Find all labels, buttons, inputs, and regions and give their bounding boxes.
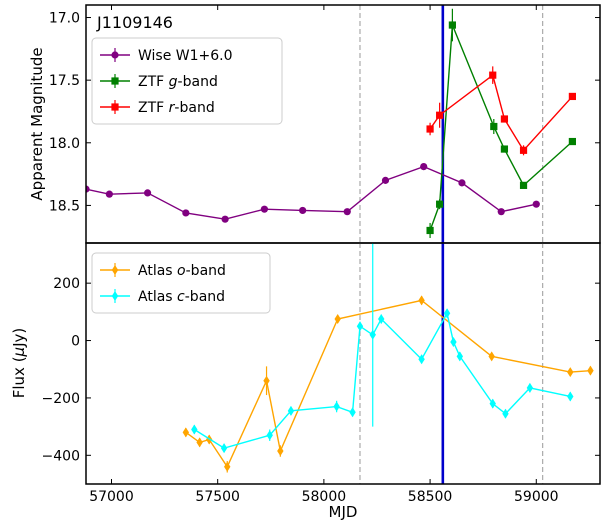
series-line-mag-0 <box>86 165 537 220</box>
legend-marker <box>111 77 119 85</box>
data-point <box>420 162 428 171</box>
data-point <box>500 145 509 153</box>
data-point <box>526 382 534 393</box>
flux-panel-frame <box>85 242 601 485</box>
data-point <box>488 351 495 362</box>
data-point <box>356 321 364 332</box>
legend-label: ZTF g-band <box>138 74 218 90</box>
data-point <box>500 115 509 123</box>
data-point <box>378 314 385 325</box>
y-tick-label: 0 <box>71 334 80 350</box>
legend-marker <box>111 51 119 59</box>
mjd-axis-label: MJD <box>329 503 358 521</box>
data-point <box>458 179 466 187</box>
data-point <box>224 461 231 472</box>
legend-marker <box>111 103 119 111</box>
data-point <box>287 405 295 416</box>
data-point <box>263 375 270 386</box>
data-point <box>86 185 90 193</box>
data-point <box>567 391 574 402</box>
data-point <box>105 190 113 198</box>
data-point <box>567 367 574 378</box>
data-point <box>497 208 505 216</box>
magnitude-legend: Wise W1+6.0 ZTF g-band ZTF r-band <box>91 37 283 125</box>
x-tick-label: 57000 <box>89 489 134 505</box>
data-point <box>220 443 228 454</box>
data-point <box>568 92 576 101</box>
legend-label: Atlas o-band <box>138 263 226 279</box>
legend-marker <box>111 265 119 275</box>
legend-label: Atlas c-band <box>138 289 225 305</box>
data-point <box>448 21 456 29</box>
x-tick-label: 59000 <box>514 489 559 505</box>
y-tick-label: 200 <box>53 276 80 292</box>
flux-legend: Atlas o-band Atlas c-band <box>91 252 271 314</box>
series-line-mag-2 <box>429 73 573 152</box>
data-point <box>266 430 273 441</box>
x-tick-label: 58000 <box>302 489 347 505</box>
y-tick-label: 17.0 <box>49 11 80 27</box>
data-point <box>182 209 190 217</box>
data-point <box>143 189 152 197</box>
legend-label: ZTF r-band <box>138 100 215 116</box>
data-point <box>196 437 203 448</box>
data-point <box>450 336 457 347</box>
y-tick-label: 18.0 <box>49 136 80 152</box>
y-tick-label: 17.5 <box>49 73 80 89</box>
data-point <box>182 427 190 438</box>
data-point <box>489 71 497 79</box>
data-point <box>381 176 390 184</box>
data-point <box>418 354 425 365</box>
flux-panel: 200 0 −200 −400 57000 57500 58000 58500 59000 M… <box>10 5 601 521</box>
data-point <box>519 146 528 154</box>
data-point <box>426 226 434 235</box>
data-point <box>221 215 229 223</box>
flux-axis-label: Flux (μJy) <box>10 328 28 399</box>
y-tick-label: −200 <box>42 391 80 407</box>
y-tick-label: −400 <box>42 448 80 464</box>
data-point <box>299 206 307 215</box>
legend-box <box>91 252 271 314</box>
data-point <box>436 111 444 119</box>
data-point <box>456 351 464 362</box>
data-point <box>260 205 269 213</box>
data-point <box>502 408 509 419</box>
data-point <box>436 200 444 208</box>
legend-marker <box>111 291 119 301</box>
data-point <box>519 181 528 189</box>
legend-box <box>91 37 283 125</box>
data-point <box>568 137 576 146</box>
data-point <box>369 329 376 340</box>
magnitude-axis-label: Apparent Magnitude <box>28 47 46 200</box>
x-tick-label: 57500 <box>195 489 240 505</box>
y-tick-label: 18.5 <box>49 198 80 214</box>
data-point <box>587 365 594 376</box>
data-point <box>191 424 198 435</box>
data-point <box>532 200 540 208</box>
data-point <box>349 407 356 418</box>
legend-label: Wise W1+6.0 <box>138 48 233 64</box>
data-point <box>418 295 425 306</box>
data-point <box>343 208 351 216</box>
object-label: J1109146 <box>96 13 173 32</box>
data-point <box>333 401 340 412</box>
data-point <box>489 398 496 409</box>
series-line-mag-1 <box>429 24 573 231</box>
data-point <box>426 125 434 133</box>
data-point <box>443 308 451 319</box>
x-tick-label: 58500 <box>408 489 453 505</box>
series-line-flux-1 <box>193 311 571 449</box>
data-point <box>490 122 498 131</box>
magnitude-panel: 17.0 17.5 18.0 18.5 J1109146 Apparent Magni… <box>28 4 601 244</box>
data-point <box>277 446 284 457</box>
data-point <box>334 314 341 325</box>
